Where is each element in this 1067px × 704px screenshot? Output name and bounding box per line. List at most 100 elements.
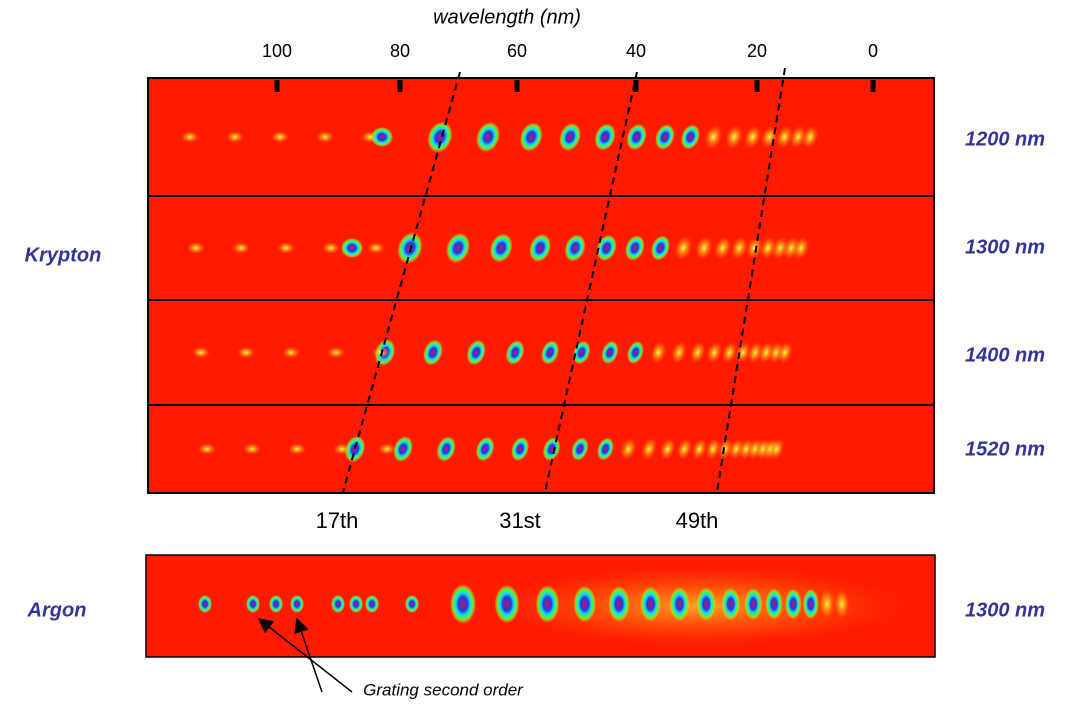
spectrum-panel bbox=[147, 299, 935, 406]
spot bbox=[655, 124, 675, 150]
spot bbox=[765, 588, 783, 620]
axis-label: wavelength (nm) bbox=[433, 6, 581, 28]
spot bbox=[489, 233, 513, 263]
panel-label: 1400 nm bbox=[965, 344, 1045, 366]
order-line bbox=[342, 71, 461, 493]
spot bbox=[746, 236, 763, 260]
spot bbox=[511, 437, 529, 461]
spot bbox=[620, 437, 637, 461]
spot bbox=[494, 584, 520, 624]
panel-label: 1200 nm bbox=[965, 128, 1045, 150]
spot bbox=[436, 436, 456, 462]
spot bbox=[650, 235, 670, 261]
spot bbox=[505, 340, 525, 365]
spot bbox=[187, 242, 205, 254]
spot bbox=[792, 236, 810, 260]
tick-mark bbox=[633, 80, 639, 92]
spot bbox=[725, 125, 743, 149]
spot bbox=[640, 586, 661, 622]
spot bbox=[594, 123, 616, 151]
spectrum-panel bbox=[147, 404, 935, 494]
spot bbox=[466, 339, 486, 366]
spot bbox=[691, 438, 708, 460]
spot bbox=[269, 595, 283, 613]
spot bbox=[341, 238, 363, 258]
spot bbox=[243, 443, 261, 455]
spot bbox=[659, 438, 676, 460]
spot bbox=[541, 340, 559, 365]
spot bbox=[676, 438, 693, 460]
spot bbox=[689, 341, 706, 364]
spot bbox=[535, 585, 560, 623]
tick-label: 0 bbox=[868, 41, 878, 61]
spot bbox=[331, 595, 345, 613]
spot bbox=[776, 125, 793, 149]
spot bbox=[801, 125, 819, 149]
spot bbox=[371, 127, 393, 147]
spot bbox=[198, 595, 212, 613]
spot bbox=[476, 122, 500, 152]
spot bbox=[367, 242, 385, 254]
spot bbox=[423, 339, 443, 366]
spot bbox=[344, 435, 366, 463]
spot bbox=[349, 595, 363, 613]
spot bbox=[608, 586, 630, 622]
spot bbox=[571, 437, 589, 461]
spot bbox=[365, 595, 379, 613]
spot bbox=[819, 589, 835, 619]
spot bbox=[450, 584, 476, 624]
spot bbox=[671, 341, 688, 364]
spot bbox=[405, 595, 419, 613]
spot bbox=[696, 587, 716, 621]
spot bbox=[564, 234, 586, 262]
spot bbox=[559, 123, 581, 151]
spot bbox=[601, 340, 619, 365]
spot bbox=[322, 242, 340, 254]
spot bbox=[237, 346, 255, 359]
spot bbox=[669, 587, 690, 621]
spot bbox=[641, 437, 658, 461]
spot bbox=[475, 436, 495, 462]
spot bbox=[721, 341, 738, 364]
spot bbox=[271, 131, 289, 143]
tick-mark bbox=[754, 80, 760, 92]
spot bbox=[192, 346, 210, 359]
panel-label: 1300 nm bbox=[965, 236, 1045, 258]
order-label: 17th bbox=[316, 508, 359, 533]
arrow bbox=[294, 617, 323, 693]
spot bbox=[529, 234, 551, 262]
arrow bbox=[257, 618, 353, 693]
axis-ticks: 100 80 60 40 20 0 bbox=[262, 41, 878, 92]
tick-label: 100 bbox=[262, 41, 292, 61]
spot bbox=[246, 595, 260, 613]
gas-label: Krypton bbox=[25, 244, 102, 266]
spot bbox=[226, 131, 244, 143]
spot bbox=[282, 346, 300, 359]
spot bbox=[626, 123, 647, 151]
spot bbox=[378, 443, 396, 455]
spot bbox=[290, 595, 304, 613]
spot bbox=[596, 234, 617, 262]
spot bbox=[327, 346, 345, 359]
spot bbox=[706, 341, 723, 364]
spot bbox=[446, 233, 470, 263]
spot bbox=[705, 438, 721, 460]
spot bbox=[743, 125, 762, 149]
spot bbox=[777, 341, 793, 364]
spot bbox=[393, 436, 413, 462]
order-label: 49th bbox=[676, 508, 719, 533]
spot bbox=[704, 124, 723, 150]
spot bbox=[519, 122, 543, 152]
spot bbox=[744, 588, 763, 620]
spot bbox=[650, 341, 667, 364]
gas-label: Argon bbox=[27, 599, 87, 621]
spot bbox=[627, 341, 644, 364]
panel-label: 1300 nm bbox=[965, 599, 1045, 621]
spot bbox=[680, 124, 700, 150]
spot bbox=[625, 235, 645, 261]
order-lines bbox=[342, 67, 786, 493]
spot bbox=[721, 587, 740, 621]
spot bbox=[674, 235, 693, 261]
